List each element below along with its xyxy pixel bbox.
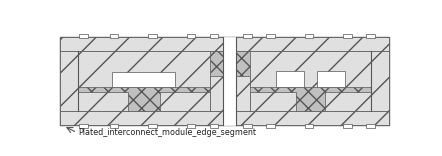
Bar — [371, 51, 389, 111]
Bar — [276, 71, 305, 87]
Bar — [149, 124, 157, 128]
Bar — [325, 92, 371, 111]
Bar — [316, 71, 344, 87]
Bar — [60, 111, 389, 125]
Bar — [60, 51, 389, 111]
Bar — [266, 34, 274, 38]
Bar — [149, 34, 157, 38]
Bar — [243, 34, 251, 38]
Bar — [60, 51, 78, 111]
Text: Plated_interconnect_module_edge_segment: Plated_interconnect_module_edge_segment — [79, 128, 257, 137]
Bar — [250, 51, 371, 87]
Bar — [60, 37, 389, 125]
Bar — [78, 51, 210, 87]
Bar — [210, 34, 218, 38]
Bar — [305, 34, 313, 38]
Bar — [60, 37, 389, 51]
Bar — [243, 124, 251, 128]
Bar — [160, 92, 210, 111]
Bar — [110, 34, 118, 38]
Bar — [236, 76, 250, 111]
Bar — [366, 34, 375, 38]
Bar — [79, 124, 88, 128]
Bar — [187, 124, 195, 128]
Bar — [266, 124, 274, 128]
Bar — [110, 124, 118, 128]
Bar — [224, 37, 236, 125]
Bar — [210, 76, 224, 111]
Bar — [343, 34, 352, 38]
Bar — [343, 124, 352, 128]
Bar — [187, 34, 195, 38]
Bar — [210, 124, 218, 128]
Bar — [250, 92, 296, 111]
Bar — [305, 124, 313, 128]
Bar — [366, 124, 375, 128]
Bar — [79, 34, 88, 38]
Bar — [112, 72, 175, 87]
Bar — [78, 92, 128, 111]
